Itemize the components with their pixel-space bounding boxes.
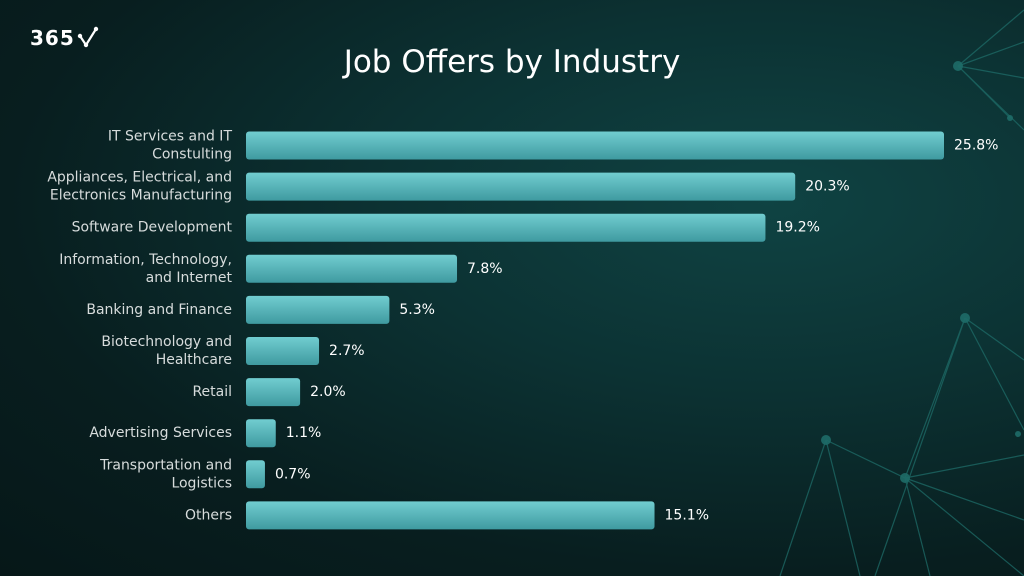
data-label: 0.7% [275,466,311,482]
category-label-line: Software Development [72,220,233,236]
category-label: Biotechnology and Healthcare [101,334,232,368]
category-label: Transportation and Logistics [99,457,232,491]
category-label-line: Biotechnology and [101,334,232,350]
category-label: Retail [192,384,232,400]
bar [246,295,390,324]
category-label-line: Electronics Manufacturing [50,188,232,204]
category-label: IT Services and IT Constulting [108,129,233,163]
category-label: Appliances, Electrical, and Electronics M… [47,170,232,204]
category-label-line: and Internet [146,270,233,286]
category-label: Others [185,507,232,523]
category-label-line: Others [185,507,232,523]
bar [246,213,766,242]
data-label: 25.8% [954,138,998,154]
logo-check-icon [77,26,98,48]
bar [246,378,301,407]
data-label: 2.0% [310,384,346,400]
category-label-line: Logistics [171,475,232,491]
bar [246,337,320,365]
data-label: 5.3% [399,302,435,318]
category-label-line: Banking and Finance [86,302,232,318]
category-label-line: Healthcare [156,352,232,368]
category-label-line: Appliances, Electrical, and [47,170,232,186]
category-label: Software Development [72,220,233,236]
category-label-line: Advertising Services [89,425,232,441]
category-label-line: Retail [192,384,232,400]
bar [246,131,944,160]
bar [246,460,265,489]
data-label: 15.1% [665,507,709,523]
data-label: 2.7% [329,343,365,359]
category-label: Advertising Services [89,425,232,441]
bar [246,501,655,530]
category-label-line: IT Services and IT [108,129,233,145]
bar [246,419,276,448]
bar [246,254,458,283]
category-label: Banking and Finance [86,302,232,318]
data-label: 19.2% [775,220,819,236]
logo-text: 365 [30,26,75,50]
category-label-line: Constulting [152,147,232,163]
data-label: 20.3% [805,179,849,195]
data-label: 1.1% [286,425,322,441]
brand-logo: 365 [30,26,101,50]
category-label-line: Transportation and [99,457,232,473]
category-label: Information, Technology, and Internet [59,252,232,286]
chart-title: Job Offers by Industry [343,44,681,80]
bar [246,172,796,201]
category-label-line: Information, Technology, [59,252,232,268]
data-label: 7.8% [467,261,503,277]
